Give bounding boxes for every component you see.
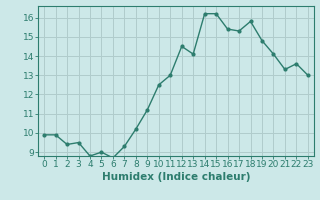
X-axis label: Humidex (Indice chaleur): Humidex (Indice chaleur)	[102, 172, 250, 182]
